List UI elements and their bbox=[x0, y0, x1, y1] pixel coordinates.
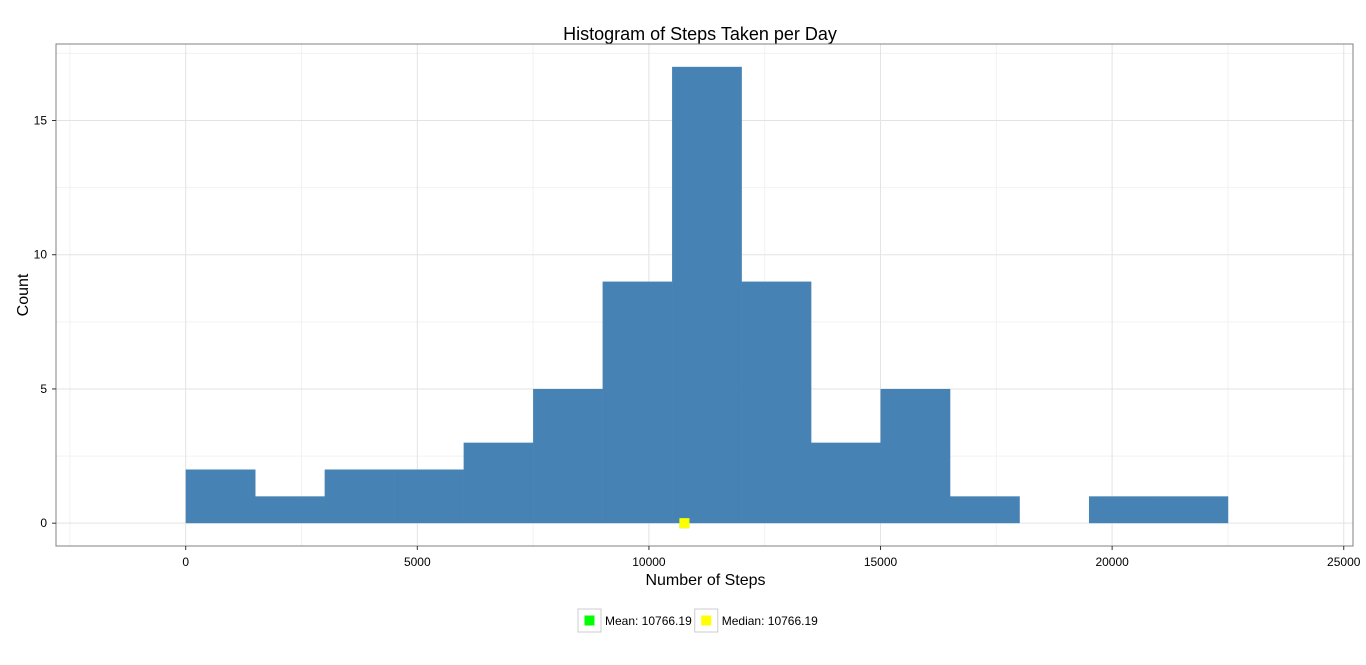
histogram-bar bbox=[324, 469, 395, 524]
histogram-bar bbox=[1088, 496, 1159, 524]
legend-label: Median: 10766.19 bbox=[722, 614, 818, 628]
histogram-bar bbox=[672, 66, 742, 524]
y-tick-label: 10 bbox=[34, 248, 48, 262]
median-marker bbox=[679, 518, 690, 529]
histogram-bar bbox=[602, 281, 673, 524]
y-tick-label: 5 bbox=[40, 382, 47, 396]
legend-label: Mean: 10766.19 bbox=[605, 614, 692, 628]
x-tick-label: 5000 bbox=[404, 555, 431, 569]
y-axis: 0 5 10 15 bbox=[34, 114, 56, 530]
y-axis-title: Count bbox=[15, 273, 32, 316]
x-axis-title: Number of Steps bbox=[645, 572, 765, 589]
legend-swatch bbox=[701, 615, 712, 626]
legend-swatch bbox=[584, 615, 595, 626]
chart-title: Histogram of Steps Taken per Day bbox=[563, 24, 837, 44]
histogram-bar bbox=[811, 442, 881, 524]
plot-panel-border bbox=[55, 43, 1354, 547]
x-tick-label: 20000 bbox=[1095, 555, 1129, 569]
histogram-bar bbox=[1158, 496, 1229, 524]
y-tick-label: 0 bbox=[40, 516, 47, 530]
x-tick-label: 10000 bbox=[632, 555, 666, 569]
x-tick-label: 25000 bbox=[1327, 555, 1361, 569]
histogram-bar bbox=[741, 281, 812, 524]
histogram-bar bbox=[950, 496, 1020, 524]
histogram-bar bbox=[185, 469, 256, 524]
histogram-bar bbox=[533, 388, 603, 524]
histogram-bar bbox=[463, 442, 534, 524]
x-tick-label: 0 bbox=[182, 555, 189, 569]
summary-markers bbox=[679, 518, 690, 529]
x-axis: 0 5000 10000 15000 20000 25000 bbox=[182, 546, 1361, 569]
histogram-bar bbox=[255, 496, 325, 524]
x-tick-label: 15000 bbox=[864, 555, 898, 569]
histogram-bar bbox=[880, 388, 951, 524]
legend: Mean: 10766.19 Median: 10766.19 bbox=[577, 608, 818, 633]
y-tick-label: 15 bbox=[34, 114, 48, 128]
histogram-bar bbox=[394, 469, 464, 524]
histogram-bars bbox=[185, 66, 1229, 524]
